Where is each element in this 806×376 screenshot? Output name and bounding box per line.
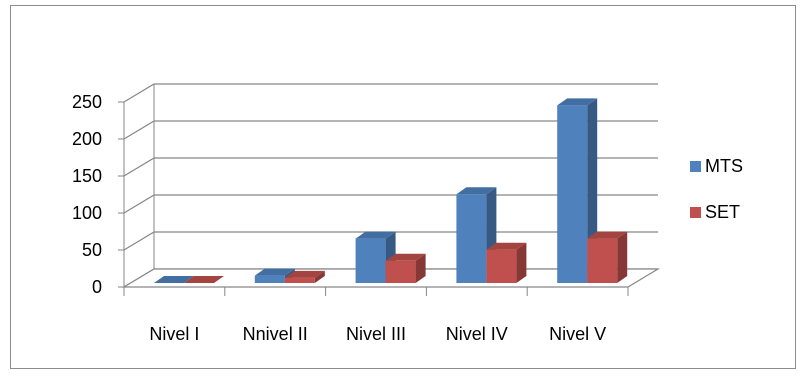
bar-front — [587, 238, 618, 283]
bar-front — [557, 105, 588, 284]
legend-label: MTS — [705, 156, 743, 176]
y-tick-label: 100 — [72, 203, 102, 223]
bar-top — [456, 187, 497, 195]
bar-front — [254, 275, 285, 283]
bar-front — [486, 249, 517, 283]
chart-frame — [10, 5, 796, 369]
bar-front — [284, 277, 315, 283]
legend-swatch — [690, 207, 701, 218]
bar-top — [154, 276, 194, 283]
bar-top — [355, 231, 396, 239]
x-tick-label: Nivel IV — [446, 324, 508, 344]
bar-side — [314, 270, 325, 283]
gridline — [123, 157, 658, 177]
bar-front — [385, 260, 416, 283]
y-tick-label: 150 — [72, 166, 102, 186]
bar-top — [385, 253, 426, 261]
bar-side — [617, 231, 628, 283]
tick-labels: 0 50 100 150 200 250 Nivel I Nnivel II Nivel III… — [72, 92, 606, 344]
bar-top — [557, 98, 598, 106]
bar-side — [516, 242, 527, 283]
gridline — [123, 83, 658, 103]
bar-front — [355, 238, 386, 283]
legend-item-set: SET — [690, 202, 740, 222]
gridline — [123, 120, 658, 140]
bar-set — [284, 270, 325, 283]
bar-top — [587, 231, 628, 239]
bar-top — [284, 270, 325, 278]
y-tick-label: 0 — [92, 277, 102, 297]
x-tick-label: Nivel V — [549, 324, 606, 344]
bar-top — [254, 268, 295, 276]
legend-item-mts: MTS — [690, 156, 743, 176]
bar-top — [184, 276, 224, 283]
bar-mts — [355, 231, 396, 283]
x-tick-label: Nnivel II — [243, 324, 308, 344]
x-tick-label: Nivel I — [149, 324, 199, 344]
bar-set — [587, 231, 628, 283]
bar-side — [415, 253, 426, 283]
x-tick-label: Nivel III — [346, 324, 406, 344]
y-tick-label: 250 — [72, 92, 102, 112]
bar-set — [486, 242, 527, 283]
bars — [154, 98, 628, 284]
bar-set — [385, 253, 426, 283]
legend-swatch — [690, 161, 701, 172]
bar-mts — [154, 276, 194, 284]
bar-front — [456, 194, 487, 283]
legend: MTS SET — [690, 156, 743, 222]
y-tick-label: 200 — [72, 129, 102, 149]
legend-label: SET — [705, 202, 740, 222]
bar-set — [184, 276, 224, 284]
y-tick-label: 50 — [82, 240, 102, 260]
bar-top — [486, 242, 527, 250]
